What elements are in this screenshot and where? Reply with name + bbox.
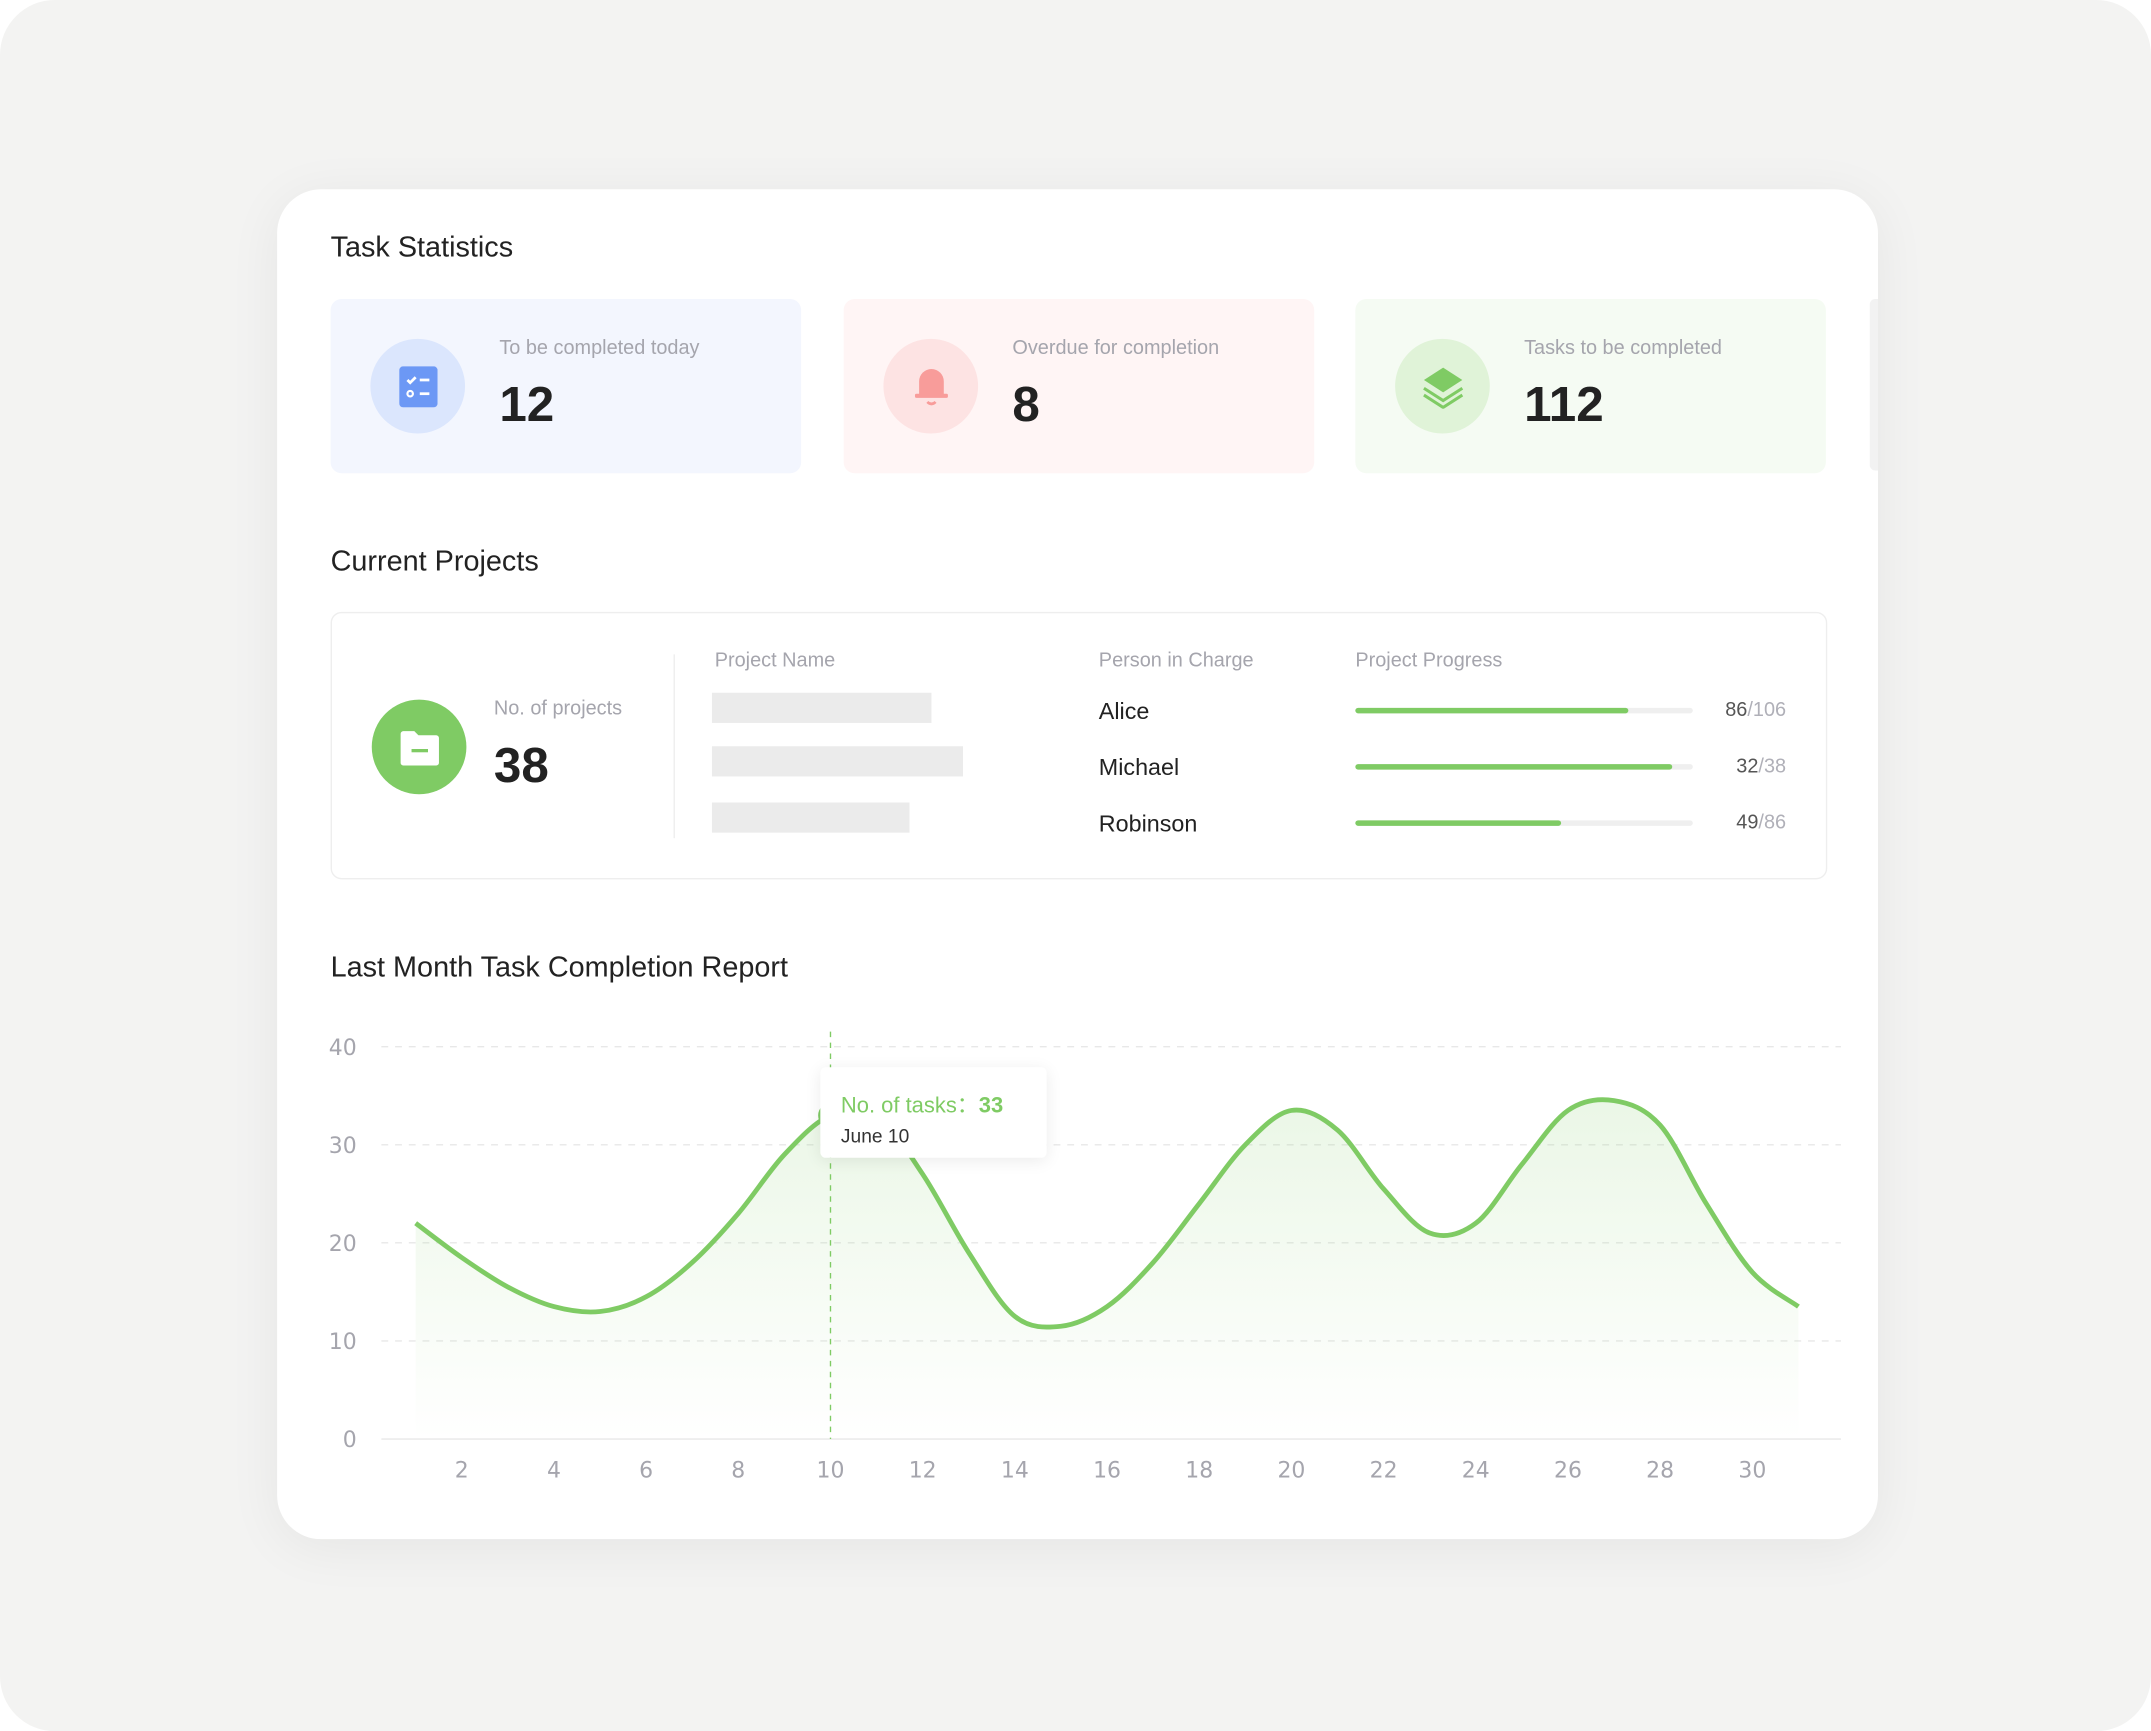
col-person: Person in Charge <box>1098 650 1254 673</box>
progress-bar <box>1355 764 1693 770</box>
x-tick-label: 4 <box>547 1458 561 1483</box>
area-fill <box>415 1099 1799 1440</box>
dashboard-card: Task Statistics To be completed today 12… <box>277 189 1878 1540</box>
x-tick-label: 28 <box>1646 1458 1674 1483</box>
progress-count: 86/106 <box>1725 700 1786 722</box>
tooltip-label: No. of tasks： <box>840 1094 979 1119</box>
x-tick-label: 20 <box>1277 1458 1305 1483</box>
projects-count: 38 <box>493 736 549 793</box>
x-tick-label: 18 <box>1185 1458 1213 1483</box>
progress-total: /106 <box>1747 699 1787 722</box>
folder-icon <box>371 699 467 795</box>
task-statistics-title: Task Statistics <box>330 231 514 264</box>
y-tick-label: 30 <box>329 1134 357 1159</box>
report-title: Last Month Task Completion Report <box>330 952 789 984</box>
divider <box>673 654 675 839</box>
project-name-placeholder[interactable] <box>711 802 910 833</box>
chart-tooltip: No. of tasks：33 June 10 <box>820 1067 1047 1158</box>
x-tick-label: 6 <box>639 1458 653 1483</box>
progress-count: 49/86 <box>1736 812 1786 834</box>
col-project-name: Project Name <box>714 650 836 673</box>
progress-fill <box>1355 764 1673 770</box>
x-tick-label: 22 <box>1370 1458 1398 1483</box>
project-name-placeholder[interactable] <box>711 692 932 723</box>
person-name: Alice <box>1098 698 1150 725</box>
stat-label: Tasks to be completed <box>1524 337 1722 360</box>
progress-total: /38 <box>1758 755 1787 778</box>
progress-bar <box>1355 707 1693 714</box>
next-card-edge <box>1869 299 1878 471</box>
x-tick-label: 14 <box>1001 1458 1029 1483</box>
x-tick-label: 2 <box>455 1458 469 1483</box>
x-tick-label: 8 <box>731 1458 745 1483</box>
x-tick-label: 26 <box>1554 1458 1582 1483</box>
y-tick-label: 10 <box>329 1330 357 1355</box>
checklist-icon <box>370 338 466 434</box>
progress-fill <box>1355 707 1629 714</box>
person-name: Robinson <box>1098 810 1198 837</box>
progress-fill <box>1355 820 1562 826</box>
col-progress: Project Progress <box>1355 650 1503 673</box>
tooltip-value: 33 <box>978 1094 1004 1119</box>
progress-done: 86 <box>1725 699 1748 722</box>
layers-icon <box>1395 338 1490 434</box>
person-name: Michael <box>1098 754 1180 781</box>
bell-icon <box>883 338 979 434</box>
tooltip-date: June 10 <box>840 1124 910 1147</box>
stat-value: 12 <box>499 375 555 433</box>
stat-value: 112 <box>1524 375 1604 433</box>
progress-total: /86 <box>1758 812 1787 835</box>
series-line <box>414 1097 1800 1330</box>
stat-label: Overdue for completion <box>1012 337 1220 360</box>
progress-bar <box>1355 820 1693 826</box>
progress-done: 32 <box>1736 755 1759 778</box>
x-tick-label: 12 <box>909 1458 937 1483</box>
progress-count: 32/38 <box>1736 756 1786 778</box>
stat-label: To be completed today <box>499 337 700 360</box>
stat-card-today[interactable]: To be completed today 12 <box>330 299 802 474</box>
stat-card-pending[interactable]: Tasks to be completed 112 <box>1355 299 1826 474</box>
x-tick-label: 30 <box>1738 1458 1766 1483</box>
y-tick-label: 0 <box>343 1428 357 1453</box>
y-tick-label: 40 <box>329 1036 357 1061</box>
y-tick-label: 20 <box>329 1232 357 1257</box>
stat-card-overdue[interactable]: Overdue for completion 8 <box>843 299 1315 474</box>
x-tick-label: 16 <box>1093 1458 1121 1483</box>
project-name-placeholder[interactable] <box>711 746 964 777</box>
projects-count-label: No. of projects <box>493 698 623 721</box>
x-tick-label: 10 <box>817 1458 845 1483</box>
projects-panel: No. of projects 38 Project Name Person i… <box>330 611 1828 880</box>
progress-done: 49 <box>1736 812 1759 835</box>
current-projects-title: Current Projects <box>330 545 539 578</box>
x-tick-label: 24 <box>1462 1458 1490 1483</box>
stat-value: 8 <box>1012 375 1040 433</box>
